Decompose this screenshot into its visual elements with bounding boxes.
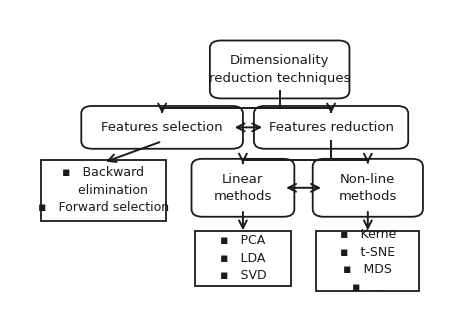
- FancyBboxPatch shape: [316, 231, 419, 291]
- FancyBboxPatch shape: [41, 160, 166, 220]
- FancyBboxPatch shape: [254, 106, 408, 149]
- Text: Linear
methods: Linear methods: [214, 173, 272, 203]
- Text: Non-line
methods: Non-line methods: [338, 173, 397, 203]
- Text: Features selection: Features selection: [101, 121, 223, 134]
- Text: ▪   Kerne
▪   t-SNE
▪   MDS
▪   ...: ▪ Kerne ▪ t-SNE ▪ MDS ▪ ...: [340, 228, 396, 294]
- FancyBboxPatch shape: [191, 159, 294, 217]
- Text: ▪   PCA
▪   LDA
▪   SVD: ▪ PCA ▪ LDA ▪ SVD: [219, 234, 266, 282]
- Text: ▪   Backward
     elimination
▪   Forward selection: ▪ Backward elimination ▪ Forward selecti…: [38, 166, 169, 214]
- FancyBboxPatch shape: [210, 41, 349, 98]
- FancyBboxPatch shape: [195, 231, 291, 286]
- FancyBboxPatch shape: [82, 106, 243, 149]
- Text: Features reduction: Features reduction: [269, 121, 393, 134]
- Text: Dimensionality
reduction techniques: Dimensionality reduction techniques: [209, 54, 350, 85]
- FancyBboxPatch shape: [313, 159, 423, 217]
